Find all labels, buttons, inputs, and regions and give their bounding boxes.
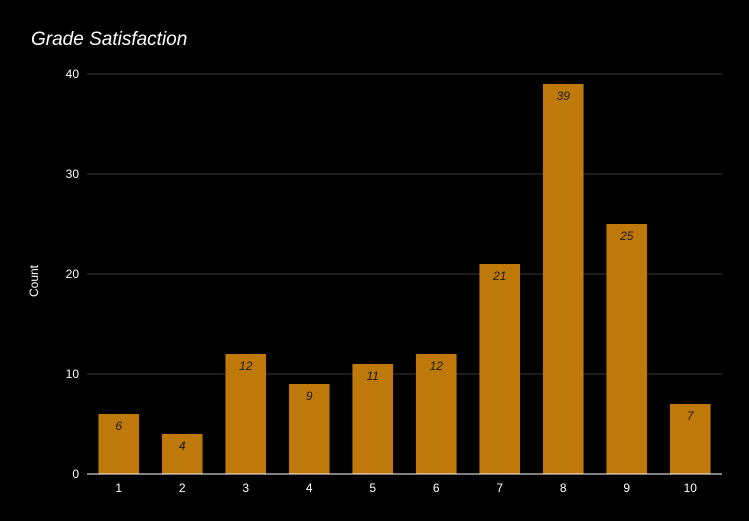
y-tick-label: 10	[66, 367, 80, 381]
data-label: 39	[557, 89, 571, 103]
data-labels: 6 4 12 9 11 12 21 39 25 7	[115, 89, 695, 453]
bar	[669, 404, 711, 474]
data-label: 7	[687, 409, 695, 423]
data-label: 12	[239, 359, 253, 373]
bar	[415, 354, 457, 474]
y-tick-labels: 0 10 20 30 40	[66, 67, 80, 481]
bar	[352, 364, 394, 474]
bar	[606, 224, 648, 474]
y-tick-label: 20	[66, 267, 80, 281]
data-label: 12	[430, 359, 444, 373]
bar	[98, 414, 140, 474]
x-tick-labels: 1 2 3 4 5 6 7 8 9 10	[115, 481, 697, 495]
data-label: 25	[619, 229, 634, 243]
y-tick-label: 0	[72, 467, 79, 481]
x-tick-label: 10	[684, 481, 698, 495]
data-label: 11	[367, 369, 379, 383]
bar	[542, 84, 584, 474]
bar	[161, 434, 203, 474]
bar	[288, 384, 330, 474]
x-tick-label: 7	[496, 481, 503, 495]
x-tick-label: 9	[623, 481, 630, 495]
x-tick-label: 1	[115, 481, 122, 495]
x-tick-label: 2	[179, 481, 186, 495]
bars	[98, 84, 711, 474]
y-tick-label: 40	[66, 67, 80, 81]
x-tick-label: 6	[433, 481, 440, 495]
y-axis-label: Count	[27, 264, 41, 297]
bar	[479, 264, 521, 474]
data-label: 21	[492, 269, 506, 283]
bar	[225, 354, 267, 474]
data-label: 9	[306, 389, 313, 403]
x-tick-label: 3	[242, 481, 249, 495]
x-tick-label: 5	[369, 481, 376, 495]
x-tick-label: 4	[306, 481, 313, 495]
data-label: 4	[179, 439, 186, 453]
x-tick-label: 8	[560, 481, 567, 495]
data-label: 6	[115, 419, 122, 433]
chart-title: Grade Satisfaction	[31, 29, 187, 50]
y-tick-label: 30	[66, 167, 80, 181]
